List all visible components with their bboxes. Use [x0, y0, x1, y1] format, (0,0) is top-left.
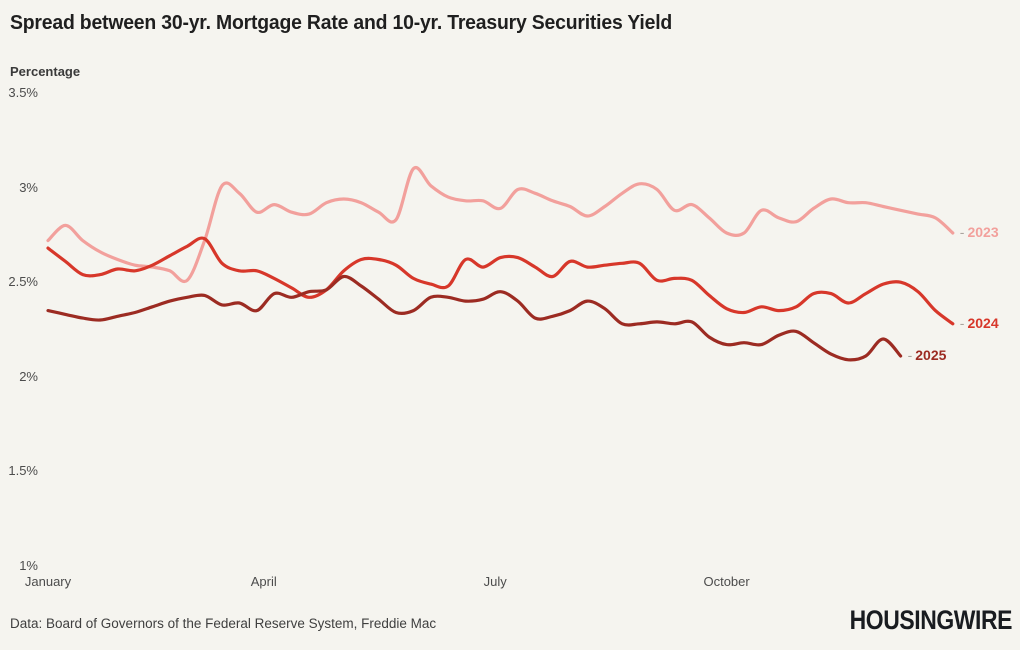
y-tick-label: 2% — [19, 368, 38, 384]
x-tick-label: October — [703, 574, 750, 589]
line-2023 — [46, 166, 955, 284]
x-tick-label: July — [483, 574, 507, 589]
series-label-year: 2024 — [967, 314, 999, 331]
y-axis-label: Percentage — [10, 64, 81, 79]
data-source-note: Data: Board of Governors of the Federal … — [10, 616, 437, 631]
chart-title: Spread between 30-yr. Mortgage Rate and … — [10, 12, 673, 34]
series-label-year: 2025 — [915, 346, 947, 363]
y-tick-label: 3% — [19, 179, 38, 195]
series-label-dash: - — [959, 224, 965, 240]
line-2024 — [46, 236, 955, 326]
y-tick-label: 3.5% — [8, 85, 38, 100]
y-tick-label: 2.5% — [8, 274, 38, 290]
y-tick-label: 1.5% — [8, 463, 38, 479]
series-label-dash: - — [959, 314, 965, 331]
x-tick-label: April — [250, 574, 277, 589]
series-label-year: 2023 — [967, 224, 999, 240]
series-label-2023: -2023 — [960, 224, 999, 240]
line-2025 — [46, 274, 903, 362]
y-tick-label: 1% — [19, 558, 38, 573]
housingwire-logo: HOUSINGWIRE — [849, 605, 1013, 635]
x-tick-label: January — [24, 574, 72, 589]
series-label-dash: - — [907, 346, 913, 363]
series-label-2025: -2025 — [908, 347, 947, 363]
series-label-2024: -2024 — [960, 315, 999, 331]
